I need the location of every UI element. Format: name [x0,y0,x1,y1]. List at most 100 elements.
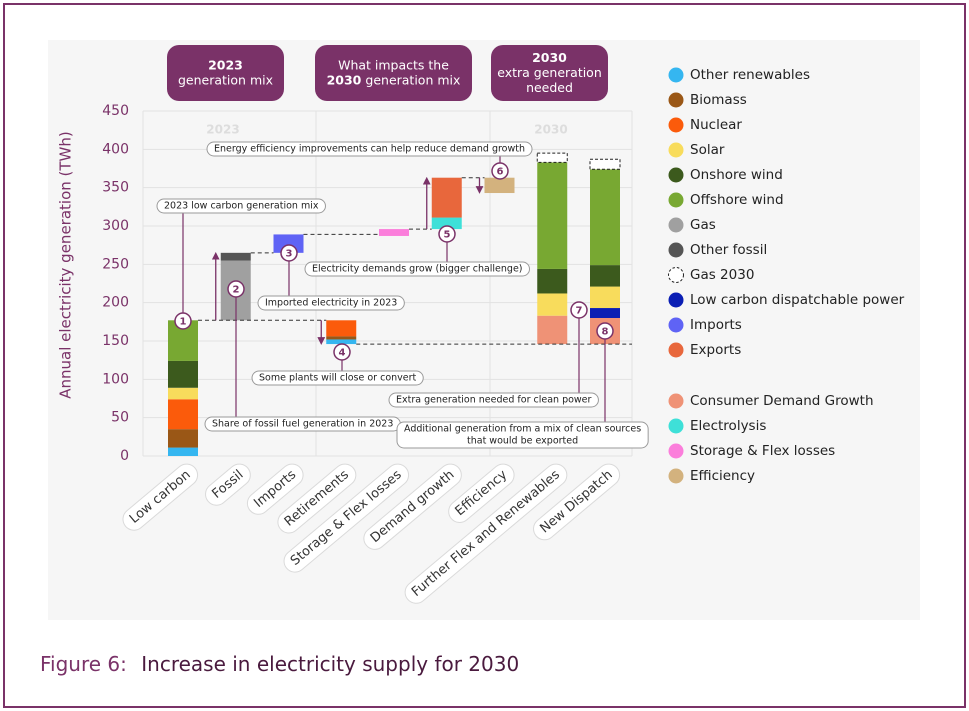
header-text: generation mix [365,72,460,87]
legend-label: Gas 2030 [690,267,754,283]
legend-label: Onshore wind [690,167,783,183]
bar-segment [168,399,198,430]
annotation-text: Energy efficiency improvements can help … [214,144,525,155]
marker-number: 4 [339,348,346,359]
header-line: generation mix [178,72,273,87]
legend-label: Exports [690,342,741,358]
bar-segment [168,429,198,448]
header-text: What impacts the [338,57,449,72]
marker-number: 5 [444,230,451,241]
legend-label: Biomass [690,92,747,108]
annotation-box [156,198,326,214]
y-tick-label: 200 [102,295,129,311]
y-tick-label: 300 [102,218,129,234]
marker-number: 8 [602,327,609,338]
marker-number: 7 [576,306,583,317]
category-box [122,463,199,531]
section-label: 2023 [206,123,239,137]
bar-segment [589,158,621,170]
legend-swatch [668,242,684,258]
bar-segment [326,320,357,337]
legend-swatch [668,317,684,333]
legend-label: Other fossil [690,242,767,258]
y-tick-label: 150 [102,333,129,349]
header-text: 2030 [532,50,567,65]
category-box [404,463,568,604]
legend-label: Nuclear [690,117,742,133]
figure-caption: Figure 6: Increase in electricity supply… [40,652,519,676]
header-text: needed [526,80,573,95]
legend-swatch [668,167,684,183]
bar-segment [590,308,620,318]
bar-segment [536,152,568,163]
legend-swatch [668,192,684,208]
annotation-text: Extra generation needed for clean power [396,395,592,406]
marker-circle [280,244,298,262]
marker-circle [174,312,192,330]
section-label: 2030 [534,123,567,137]
legend-label: Gas [690,217,716,233]
legend-label: Storage & Flex losses [690,443,835,459]
bar-segment [590,265,620,287]
header-text: 2030 [327,72,362,87]
annotation-box [396,421,649,449]
header-line: 2023 [208,57,243,72]
category-label: Imports [246,463,304,515]
y-tick-label: 400 [102,141,129,157]
marker-circle [596,322,614,340]
header-text: 2023 [208,57,243,72]
legend-swatch [668,67,684,83]
bar-segment [537,315,568,345]
annotation-box [304,261,531,277]
caption-title: Increase in electricity supply for 2030 [141,652,519,676]
header-line: What impacts the [338,57,449,72]
legend-swatch [668,468,684,484]
legend-label: Electrolysis [690,418,766,434]
annotation-text: Imported electricity in 2023 [265,298,397,309]
y-tick-label: 100 [102,371,129,387]
annotation-text: Some plants will close or convert [259,373,417,384]
annotation-box [388,392,599,408]
marker-number: 6 [497,167,504,178]
y-tick-label: 350 [102,180,129,196]
annotation-text: Additional generation from a mix of clea… [404,424,641,435]
bar-segment [537,162,568,269]
y-axis-title: Annual electricity generation (TWh) [57,131,75,399]
legend-swatch [668,342,684,358]
legend-label: Low carbon dispatchable power [690,292,905,308]
category-box [283,463,410,573]
legend-label: Offshore wind [690,192,784,208]
annotation-text: Electricity demands grow (bigger challen… [312,264,523,275]
annotation-box [206,141,533,157]
legend-swatch [668,142,684,158]
y-tick-label: 0 [120,448,129,464]
bar-segment [431,217,462,230]
marker-circle [438,225,456,243]
bar-segment [168,387,198,400]
bar-segment [537,293,568,316]
legend-swatch [668,92,684,108]
bar-segment [590,169,620,266]
legend-swatch [668,443,684,459]
marker-circle [570,301,588,319]
y-tick-label: 450 [102,103,129,119]
header-line: 2030 [532,50,567,65]
bar-segment [220,252,251,261]
bar-segment [168,447,198,456]
annotation-text: Share of fossil fuel generation in 2023 [212,419,393,430]
marker-number: 2 [233,285,240,296]
header-line: needed [526,80,573,95]
bar-segment [484,177,515,194]
legend-swatch [668,117,684,133]
marker-number: 1 [180,317,187,328]
bar-segment [168,360,198,388]
marker-circle [227,280,245,298]
header-box [167,45,284,101]
header-text: extra generation [497,65,602,80]
marker-circle [491,162,509,180]
bar-segment [431,177,462,218]
header-line: extra generation [497,65,602,80]
legend-label: Imports [690,317,742,333]
bar-segment [537,268,568,294]
